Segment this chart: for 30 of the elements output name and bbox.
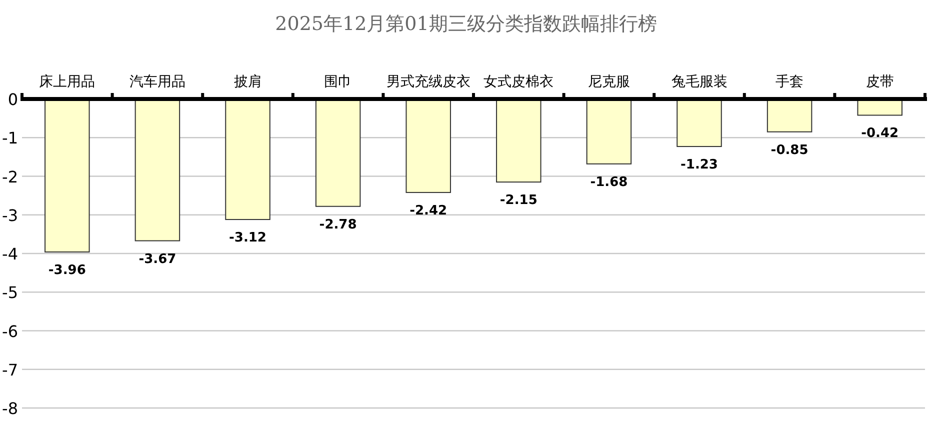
ytick: -8 [2,399,18,418]
xtick: 披肩 [234,74,262,90]
xtick: 围巾 [324,74,352,90]
ytick: -3 [2,206,18,225]
xtick: 女式皮棉衣 [484,74,554,90]
data-label: -3.96 [48,262,86,278]
data-label: -2.15 [500,193,538,208]
data-label: -0.42 [861,126,899,142]
xtick: 兔毛服装 [671,74,728,90]
data-label: -2.78 [319,217,357,232]
ytick: 0 [8,90,18,109]
xtick: 尼克服 [588,74,630,90]
data-label: -2.42 [410,203,448,218]
xtick: 男式充绒皮衣 [386,74,470,90]
data-label: -1.68 [590,174,628,190]
ytick: -1 [2,128,18,148]
ytick: -7 [2,360,18,380]
xtick: 床上用品 [39,74,96,90]
title: 2025年12月第01期三级分类指数跌幅排行榜 [275,13,657,35]
xtick: 汽车用品 [129,74,186,90]
ytick: -2 [2,167,18,186]
xtick: 手套 [776,74,804,90]
data-label: -3.12 [229,230,266,246]
xtick: 皮带 [866,74,894,90]
ytick: -6 [2,322,18,341]
ytick: -4 [2,244,18,264]
data-label: -1.23 [680,158,718,172]
data-label: -3.67 [138,252,176,267]
ytick: -5 [2,283,18,302]
data-label: -0.85 [770,142,808,158]
